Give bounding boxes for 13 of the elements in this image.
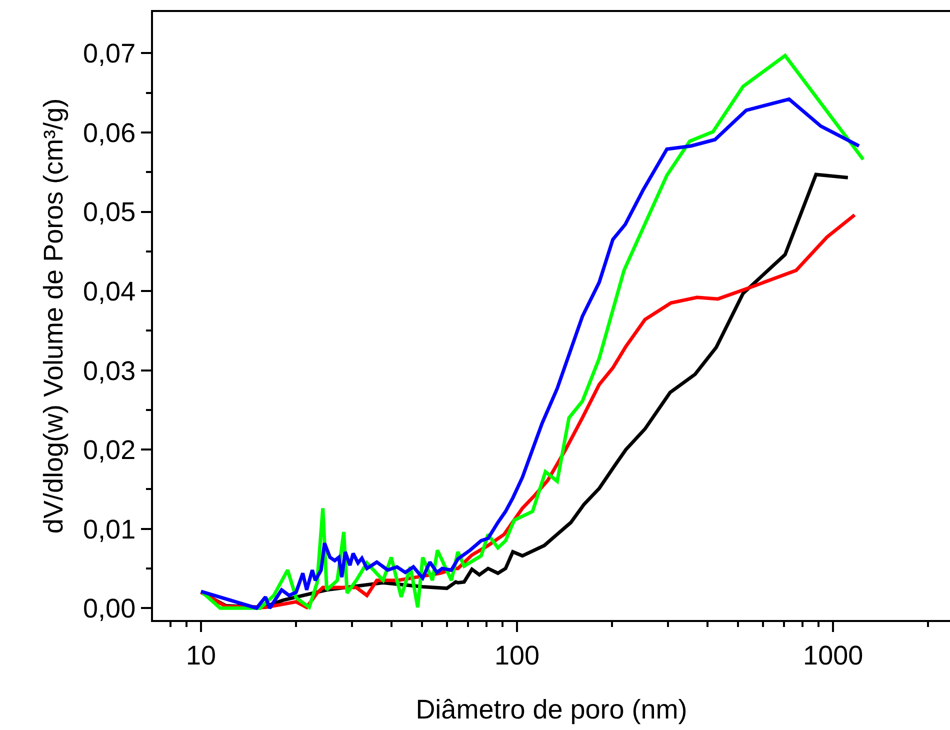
y-tick-label: 0,03 xyxy=(83,356,136,386)
y-tick-label: 0,00 xyxy=(83,594,136,624)
y-tick-label: 0,07 xyxy=(83,38,136,69)
y-tick-label: 0,04 xyxy=(83,276,136,306)
x-tick-label: 10 xyxy=(186,640,216,670)
x-axis-title: Diâmetro de poro (nm) xyxy=(416,694,688,724)
y-tick-label: 0,01 xyxy=(83,514,136,544)
y-tick-label: 0,02 xyxy=(83,435,136,466)
x-tick-label: 100 xyxy=(494,640,540,670)
y-axis-title: dV/dlog(w) Volume de Poros (cm³/g) xyxy=(38,98,69,534)
y-tick-label: 0,06 xyxy=(83,118,136,148)
y-tick-label: 0,05 xyxy=(83,197,136,228)
x-tick-label: 1000 xyxy=(803,640,864,670)
